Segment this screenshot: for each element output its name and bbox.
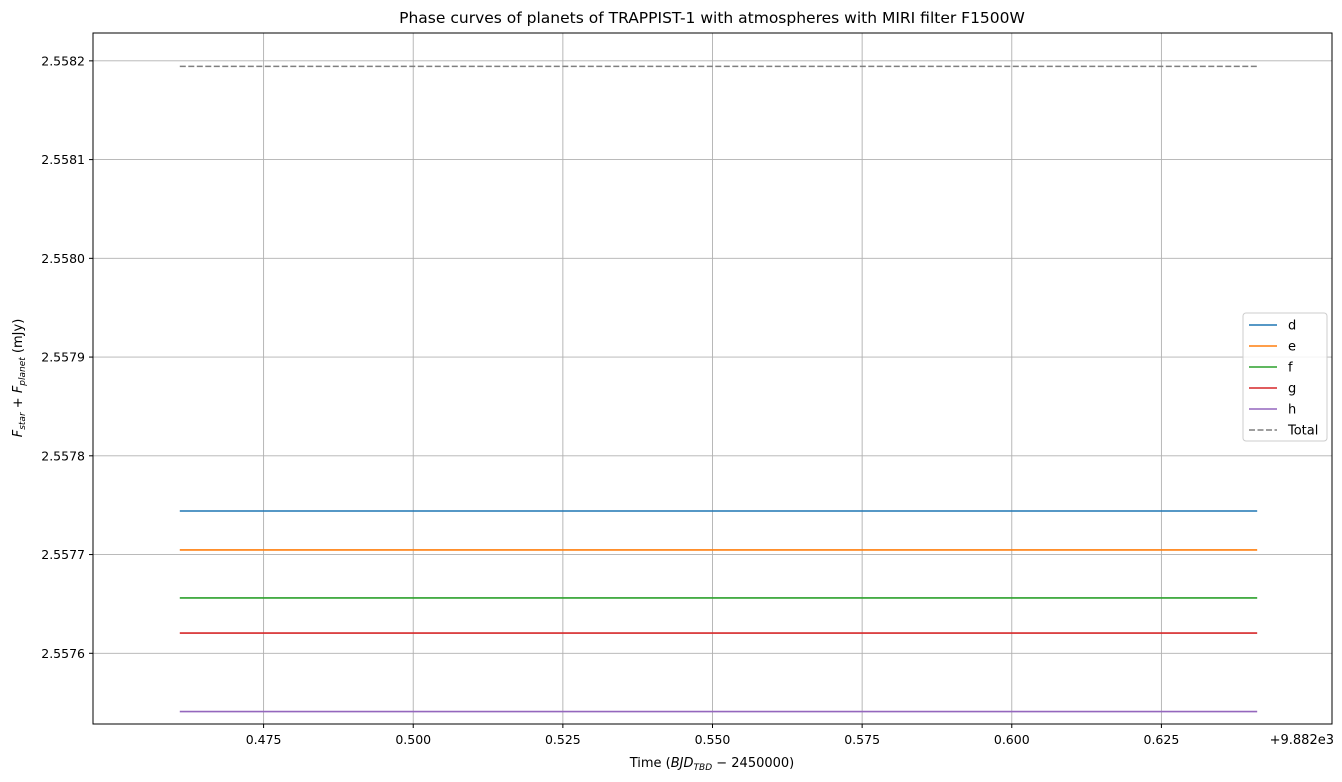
y-tick-label: 2.5580	[41, 251, 85, 266]
x-axis-title-prefix: Time (	[629, 756, 671, 771]
legend-label-f: f	[1288, 361, 1293, 376]
legend-label-total: Total	[1287, 424, 1318, 439]
x-tick-label: 0.625	[1144, 732, 1180, 747]
y-tick-label: 2.5582	[41, 53, 85, 68]
y-tick-label: 2.5581	[41, 152, 85, 167]
x-tick-label: 0.525	[545, 732, 581, 747]
y-tick-label: 2.5578	[41, 448, 85, 463]
y-axis-title: Fstar + Fplanet (mJy)	[11, 319, 28, 438]
x-tick-label: 0.475	[246, 732, 282, 747]
y-tick-label: 2.5577	[41, 547, 85, 562]
x-tick-label: 0.500	[395, 732, 431, 747]
legend-label-h: h	[1288, 403, 1296, 418]
chart-title: Phase curves of planets of TRAPPIST-1 wi…	[399, 9, 1025, 27]
x-tick-label: 0.575	[844, 732, 880, 747]
y-tick-label: 2.5576	[41, 646, 85, 661]
x-axis-title-math: BJD	[671, 756, 694, 771]
x-axis-title: Time (BJDTBD − 2450000)	[629, 756, 795, 773]
y-axis-title-unit: (mJy)	[11, 319, 26, 357]
y-axis-ticks: 2.5576 2.5577 2.5578 2.5579 2.5580 2.5581 2.55…	[41, 53, 93, 661]
y-axis-title-f1: F	[11, 429, 26, 437]
x-axis-ticks: 0.475 0.500 0.525 0.550 0.575 0.600 0.625	[246, 724, 1180, 747]
legend-label-e: e	[1288, 340, 1296, 355]
x-axis-offset-label: +9.882e3	[1270, 733, 1334, 748]
legend-label-d: d	[1288, 319, 1296, 334]
x-axis-title-subscript: TBD	[694, 763, 713, 773]
y-axis-title-f2: F	[11, 385, 26, 393]
legend-frame	[1242, 312, 1328, 442]
plot-series	[179, 65, 1258, 713]
y-axis-title-sub1: star	[18, 411, 28, 430]
x-axis-title-suffix: − 2450000)	[712, 756, 794, 771]
x-tick-label: 0.550	[695, 732, 731, 747]
y-axis-title-plus: +	[11, 393, 26, 412]
grid	[93, 33, 1332, 724]
legend-label-g: g	[1288, 382, 1296, 397]
x-tick-label: 0.600	[994, 732, 1030, 747]
y-axis-title-sub2: planet	[18, 357, 28, 387]
y-tick-label: 2.5579	[41, 350, 85, 365]
